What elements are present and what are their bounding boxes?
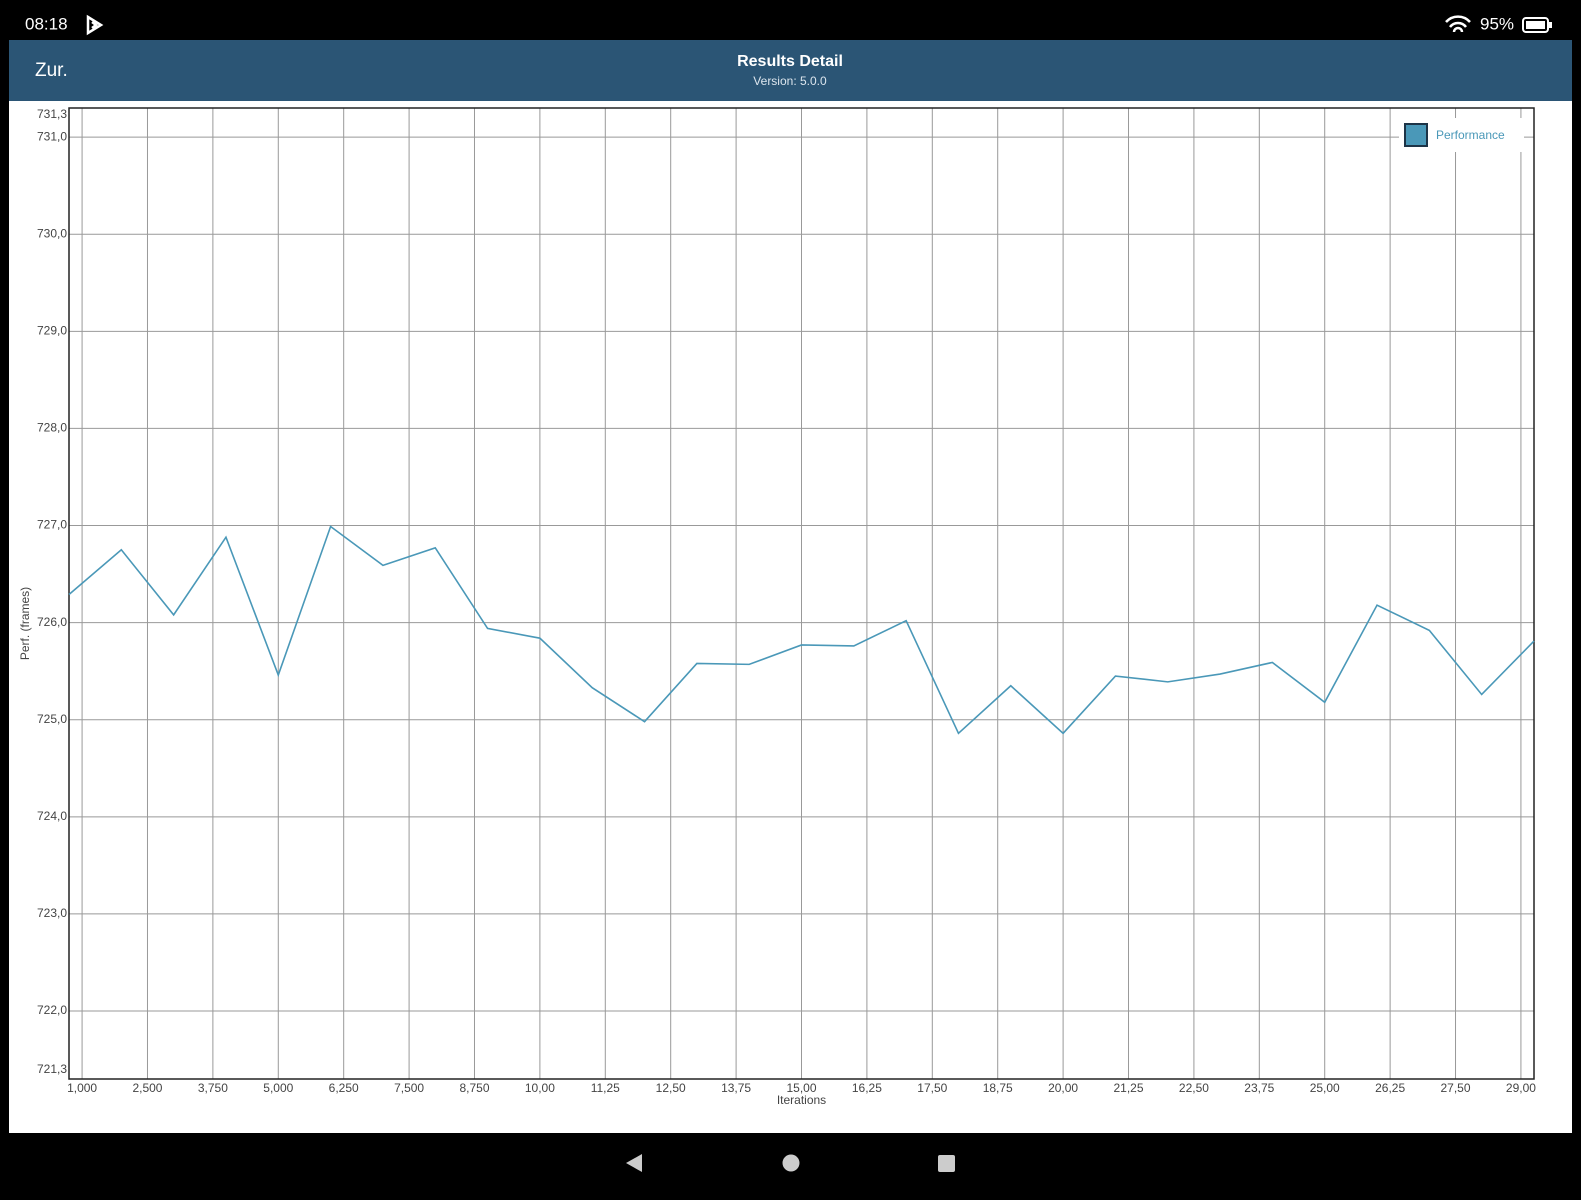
nav-recents[interactable] [938,1155,955,1172]
y-tick-label: 731,3 [37,107,67,121]
series-line [68,525,1535,735]
x-tick-label: 12,50 [656,1081,686,1095]
battery-fill [1526,21,1545,29]
x-tick-label: 17,50 [917,1081,947,1095]
x-tick-label: 23,75 [1244,1081,1274,1095]
x-tick-label: 13,75 [721,1081,751,1095]
battery-level: 95% [1480,14,1514,33]
x-tick-label: 3,750 [198,1081,228,1095]
clock: 08:18 [25,14,68,33]
y-tick-label: 723,0 [37,906,67,920]
battery-icon [1522,17,1549,33]
back-button[interactable]: Zur. [35,60,68,81]
content [9,101,1572,1133]
y-tick-label: 727,0 [37,518,67,532]
y-tick-label: 724,0 [37,809,67,823]
x-tick-label: 5,000 [263,1081,293,1095]
x-axis-label: Iterations [777,1093,826,1107]
x-tick-label: 15,00 [786,1081,816,1095]
x-tick-label: 8,750 [459,1081,489,1095]
subtitle: Version: 5.0.0 [753,74,827,88]
x-tick-label: 1,000 [67,1081,97,1095]
y-axis-label: Perf. (frames) [18,587,32,660]
y-tick-label: 726,0 [37,615,67,629]
y-tick-label: 730,0 [37,226,67,240]
x-tick-label: 11,25 [591,1081,620,1095]
title: Results Detail [737,53,843,70]
x-tick-label: 22,50 [1179,1081,1209,1095]
wifi-icon [1445,15,1471,33]
legend-label: Performance [1436,128,1505,142]
legend-swatch [1404,123,1428,147]
x-tick-label: 29,00 [1506,1081,1536,1095]
x-tick-label: 25,00 [1310,1081,1340,1095]
battery-tip [1549,22,1552,28]
y-tick-label: 725,0 [37,712,67,726]
y-tick-label: 728,0 [37,421,67,435]
x-tick-label: 18,75 [983,1081,1013,1095]
y-tick-label: 721,3 [37,1062,67,1076]
x-tick-label: 2,500 [132,1081,162,1095]
x-tick-label: 27,50 [1441,1081,1471,1095]
x-tick-label: 26,25 [1375,1081,1405,1095]
x-tick-label: 20,00 [1048,1081,1078,1095]
x-tick-label: 7,500 [394,1081,424,1095]
y-tick-label: 729,0 [37,324,67,338]
x-tick-label: 6,250 [329,1081,359,1095]
play-icon [86,14,104,36]
x-tick-label: 21,25 [1113,1081,1143,1095]
chart: 721,3 722,0 723,0 724,0 725,0 726,0 727,0 728,0… [18,107,1536,1107]
nav-home[interactable] [782,1154,800,1172]
y-tick-label: 731,0 [37,129,67,143]
y-tick-label: 722,0 [37,1003,67,1017]
x-tick-label: 10,00 [525,1081,555,1095]
nav-back[interactable] [626,1154,642,1172]
app-bar [9,40,1572,101]
x-tick-label: 16,25 [852,1081,882,1095]
